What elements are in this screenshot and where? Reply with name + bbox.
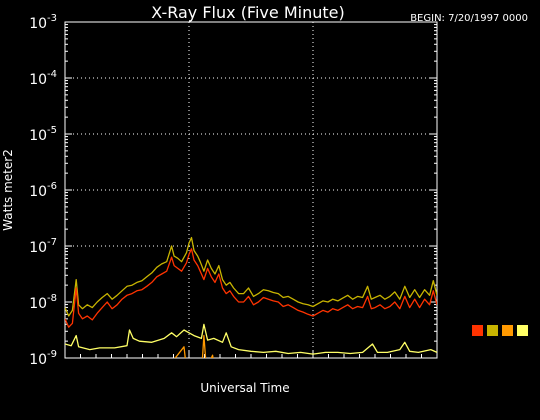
y-tick-exponent: -3	[47, 13, 57, 24]
series-line-2	[65, 236, 437, 317]
y-tick-label: 10-8	[29, 293, 57, 312]
series-line-1	[174, 334, 214, 358]
y-tick-label: 10-7	[29, 237, 57, 256]
y-tick-exponent: -8	[47, 293, 57, 304]
legend-swatch	[502, 325, 513, 336]
y-tick-label: 10-5	[29, 125, 57, 144]
y-tick-base: 10	[29, 16, 47, 32]
y-axis-label: Watts meter2	[1, 149, 15, 231]
y-tick-exponent: -7	[47, 237, 57, 248]
chart-title: X-Ray Flux (Five Minute)	[151, 3, 344, 22]
y-tick-exponent: -6	[47, 181, 57, 192]
x-axis	[64, 350, 438, 358]
legend-swatch	[472, 325, 483, 336]
y-tick-label: 10-6	[29, 181, 57, 200]
y-tick-exponent: -9	[47, 349, 57, 360]
y-tick-base: 10	[29, 352, 47, 368]
series-line-0	[65, 248, 437, 328]
grid	[65, 22, 437, 358]
y-tick-label: 10-4	[29, 69, 57, 88]
y-tick-base: 10	[29, 184, 47, 200]
y-tick-base: 10	[29, 72, 47, 88]
legend	[472, 325, 528, 336]
begin-label: BEGIN: 7/20/1997 0000	[410, 13, 528, 24]
y-tick-label: 10-3	[29, 13, 57, 32]
y-tick-label: 10-9	[29, 349, 57, 368]
series-line-3	[65, 323, 437, 355]
legend-swatch	[517, 325, 528, 336]
legend-swatch	[487, 325, 498, 336]
x-axis-label: Universal Time	[200, 381, 289, 395]
y-tick-base: 10	[29, 296, 47, 312]
y-tick-base: 10	[29, 240, 47, 256]
y-tick-exponent: -5	[47, 125, 57, 136]
y-tick-exponent: -4	[47, 69, 57, 80]
data-series	[65, 236, 437, 358]
y-tick-base: 10	[29, 128, 47, 144]
